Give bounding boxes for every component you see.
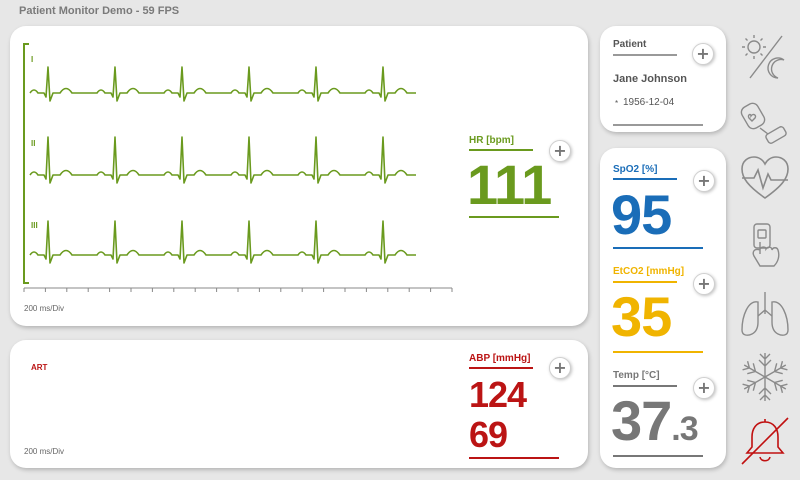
etco2-label: EtCO2 [mmHg] [613, 266, 685, 277]
patient-birth-marker: * [615, 99, 619, 108]
patient-label-underline [613, 54, 677, 56]
hr-value-underline [469, 216, 559, 218]
abp-systolic-value: 124 [469, 374, 527, 415]
iv-bag-icon[interactable] [738, 94, 792, 148]
etco2-add-button[interactable]: + [693, 273, 715, 295]
spo2-value: 95 [611, 183, 672, 246]
temp-value: 37.3 [611, 388, 699, 453]
hr-value: 111 [467, 153, 552, 216]
etco2-value: 35 [611, 285, 672, 348]
lungs-icon[interactable] [738, 288, 792, 342]
alarm-muted-icon[interactable] [738, 414, 792, 468]
ecg-scale-label: 200 ms/Div [24, 304, 65, 313]
temp-value-integer: 37 [611, 389, 672, 452]
abp-label: ABP [mmHg] [469, 353, 531, 364]
ecg-lead-iii-trace [29, 220, 416, 264]
touch-device-icon[interactable] [738, 220, 792, 274]
spo2-label-underline [613, 178, 677, 180]
patient-add-button[interactable]: + [692, 43, 714, 65]
spo2-value-underline [613, 247, 703, 249]
etco2-label-underline [613, 281, 677, 283]
art-lead-label: ART [31, 363, 48, 372]
spo2-label: SpO2 [%] [613, 164, 658, 175]
vitals-panel [600, 148, 726, 468]
app-title: Patient Monitor Demo - 59 FPS [19, 5, 180, 17]
abp-label-underline [469, 367, 533, 369]
ecg-lead-iii-label: III [31, 221, 38, 230]
heart-pulse-icon[interactable] [738, 152, 792, 206]
etco2-value-underline [613, 351, 703, 353]
hr-add-button[interactable]: + [549, 140, 571, 162]
art-panel [10, 340, 588, 468]
ecg-time-axis [23, 287, 453, 292]
abp-diastolic-value: 69 [469, 414, 508, 455]
hr-label-underline [469, 149, 533, 151]
abp-value-underline [469, 457, 559, 459]
patient-birthdate: 1956-12-04 [623, 97, 675, 108]
ecg-panel [10, 26, 588, 326]
temp-value-decimal: .3 [671, 410, 698, 448]
hr-label: HR [bpm] [469, 135, 514, 146]
temp-label-underline [613, 385, 677, 387]
snowflake-icon[interactable] [738, 350, 792, 404]
temp-value-underline [613, 455, 703, 457]
ecg-lead-ii-label: II [31, 139, 36, 148]
ecg-lead-i-trace [29, 66, 416, 102]
ecg-lead-ii-trace [29, 136, 416, 184]
abp-add-button[interactable]: + [549, 357, 571, 379]
art-scale-label: 200 ms/Div [24, 447, 65, 456]
spo2-add-button[interactable]: + [693, 170, 715, 192]
patient-underline [613, 124, 703, 126]
patient-name: Jane Johnson [613, 73, 687, 85]
day-night-icon[interactable] [738, 30, 792, 84]
patient-label: Patient [613, 39, 647, 50]
ecg-lead-i-label: I [31, 55, 34, 64]
temp-add-button[interactable]: + [693, 377, 715, 399]
ecg-bracket [23, 43, 29, 284]
temp-label: Temp [°C] [613, 370, 660, 381]
